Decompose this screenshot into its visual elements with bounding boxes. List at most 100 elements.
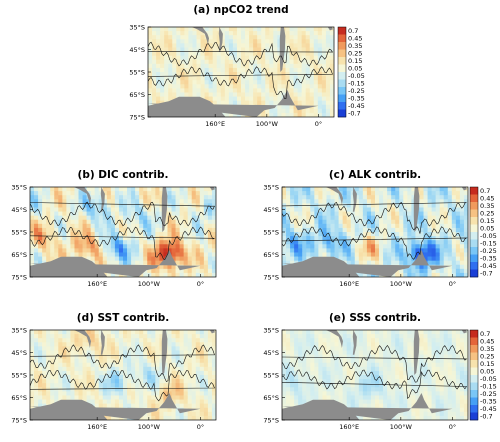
heatmap-cell bbox=[151, 260, 156, 266]
heatmap-cell bbox=[383, 383, 388, 388]
heatmap-cell bbox=[313, 92, 319, 97]
heatmap-cell bbox=[54, 366, 59, 372]
heatmap-cell bbox=[261, 39, 266, 44]
heatmap-cell bbox=[211, 268, 216, 274]
heatmap-cell bbox=[443, 260, 449, 266]
heatmap-cell bbox=[42, 244, 47, 249]
heatmap-cell bbox=[447, 264, 453, 270]
heatmap-cell bbox=[204, 51, 210, 57]
heatmap-cell bbox=[191, 211, 197, 217]
heatmap-cell bbox=[366, 260, 372, 266]
heatmap-cell bbox=[253, 96, 258, 102]
heatmap-cell bbox=[159, 387, 164, 392]
heatmap-cell bbox=[290, 346, 295, 351]
heatmap-cell bbox=[159, 199, 164, 204]
heatmap-cell bbox=[220, 27, 226, 32]
heatmap-cell bbox=[395, 272, 400, 277]
heatmap-cell bbox=[50, 383, 55, 388]
heatmap-cell bbox=[188, 55, 193, 61]
heatmap-cell bbox=[123, 403, 128, 409]
heatmap-cell bbox=[102, 379, 108, 384]
heatmap-cell bbox=[411, 338, 416, 343]
heatmap-cell bbox=[98, 350, 104, 355]
heatmap-cell bbox=[86, 227, 92, 233]
heatmap-cell bbox=[94, 260, 100, 266]
heatmap-cell bbox=[167, 407, 172, 413]
heatmap-cell bbox=[383, 215, 388, 221]
heatmap-cell bbox=[211, 362, 216, 368]
heatmap-cell bbox=[216, 35, 222, 40]
heatmap-cell bbox=[321, 80, 327, 85]
heatmap-cell bbox=[42, 203, 47, 208]
heatmap-cell bbox=[224, 84, 230, 89]
heatmap-cell bbox=[155, 354, 160, 360]
heatmap-cell bbox=[407, 264, 412, 270]
heatmap-cell bbox=[301, 92, 307, 97]
heatmap-cell bbox=[317, 80, 323, 85]
heatmap-cell bbox=[135, 391, 140, 396]
heatmap-cell bbox=[207, 195, 213, 200]
heatmap-cell bbox=[212, 59, 218, 65]
heatmap-cell bbox=[224, 39, 230, 44]
heatmap-cell bbox=[330, 219, 335, 225]
heatmap-cell bbox=[191, 215, 197, 221]
heatmap-cell bbox=[123, 203, 128, 208]
heatmap-cell bbox=[325, 104, 331, 110]
heatmap-cell bbox=[110, 342, 116, 347]
heatmap-cell bbox=[451, 211, 457, 217]
heatmap-cell bbox=[354, 240, 360, 245]
heatmap-cell bbox=[459, 264, 465, 270]
panel-title: (c) ALK contrib. bbox=[329, 169, 421, 181]
heatmap-cell bbox=[62, 203, 67, 208]
heatmap-cell bbox=[123, 362, 128, 368]
heatmap-cell bbox=[403, 248, 408, 253]
heatmap-cell bbox=[94, 354, 100, 360]
heatmap-cell bbox=[179, 395, 185, 400]
heatmap-cell bbox=[326, 223, 331, 229]
heatmap-cell bbox=[172, 88, 177, 93]
heatmap-cell bbox=[459, 203, 465, 208]
heatmap-cell bbox=[431, 207, 437, 212]
heatmap-cell bbox=[395, 191, 400, 196]
heatmap-cell bbox=[155, 272, 160, 277]
heatmap-cell bbox=[155, 240, 160, 245]
heatmap-cell bbox=[66, 244, 71, 249]
heatmap-cell bbox=[318, 334, 323, 339]
heatmap-cell bbox=[139, 252, 144, 257]
heatmap-cell bbox=[298, 366, 303, 372]
heatmap-cell bbox=[94, 195, 100, 200]
heatmap-cell bbox=[66, 207, 71, 212]
heatmap-cell bbox=[224, 92, 230, 97]
heatmap-cell bbox=[148, 63, 153, 69]
heatmap-cell bbox=[212, 72, 218, 77]
heatmap-cell bbox=[302, 187, 307, 192]
heatmap-cell bbox=[86, 244, 92, 249]
heatmap-cell bbox=[322, 244, 327, 249]
heatmap-cell bbox=[192, 76, 197, 81]
heatmap-cell bbox=[350, 350, 356, 355]
heatmap-cell bbox=[447, 240, 453, 245]
heatmap-cell bbox=[187, 248, 193, 253]
heatmap-cell bbox=[195, 256, 201, 262]
heatmap-cell bbox=[350, 211, 356, 217]
heatmap-cell bbox=[358, 399, 364, 405]
heatmap-cell bbox=[325, 100, 331, 106]
heatmap-cell bbox=[192, 43, 197, 48]
heatmap-cell bbox=[152, 59, 157, 65]
heatmap-cell bbox=[391, 370, 396, 376]
heatmap-cell bbox=[203, 362, 209, 368]
heatmap-cell bbox=[127, 187, 132, 192]
heatmap-cell bbox=[151, 232, 156, 237]
heatmap-cell bbox=[74, 236, 79, 241]
heatmap-cell bbox=[366, 211, 372, 217]
heatmap-cell bbox=[191, 232, 197, 237]
heatmap-cell bbox=[127, 248, 132, 253]
heatmap-cell bbox=[318, 342, 323, 347]
colorbar-segment bbox=[470, 269, 478, 278]
heatmap-cell bbox=[269, 47, 274, 52]
heatmap-cell bbox=[334, 232, 340, 237]
heatmap-cell bbox=[118, 236, 124, 241]
heatmap-cell bbox=[46, 342, 51, 347]
heatmap-cell bbox=[46, 199, 51, 204]
heatmap-cell bbox=[54, 219, 59, 225]
